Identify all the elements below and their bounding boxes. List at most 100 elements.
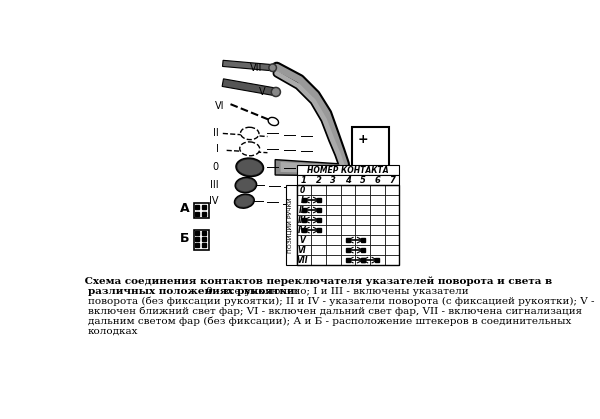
Bar	[311, 185, 326, 195]
Bar	[326, 185, 341, 195]
Bar	[311, 235, 326, 245]
Bar	[355, 195, 370, 205]
Bar	[341, 255, 355, 265]
Text: 0: 0	[299, 186, 305, 194]
Text: IV: IV	[298, 225, 307, 235]
Bar	[311, 225, 326, 235]
Bar	[297, 185, 308, 265]
Ellipse shape	[236, 179, 255, 191]
Bar	[326, 225, 341, 235]
Bar	[297, 215, 311, 225]
Bar	[326, 245, 341, 255]
Bar	[326, 255, 341, 265]
Circle shape	[273, 89, 279, 95]
Text: II: II	[299, 206, 305, 215]
Bar	[297, 245, 311, 255]
Bar	[297, 235, 311, 245]
Ellipse shape	[236, 158, 263, 176]
Text: 3302.3709100: 3302.3709100	[350, 181, 391, 186]
Bar	[355, 215, 370, 225]
Text: 0: 0	[213, 162, 219, 172]
Text: А: А	[179, 202, 189, 215]
Text: I: I	[216, 144, 219, 154]
Text: включен ближний свет фар; VI - включен дальний свет фар, VII - включена сигнализ: включен ближний свет фар; VI - включен д…	[88, 307, 582, 316]
Bar	[355, 225, 370, 235]
Bar	[385, 255, 399, 265]
Text: 6: 6	[374, 176, 380, 184]
Bar	[326, 195, 341, 205]
Bar	[194, 203, 209, 218]
Text: +: +	[358, 133, 368, 146]
Text: НОМЕР КОНТАКТА: НОМЕР КОНТАКТА	[307, 166, 389, 175]
Bar	[297, 185, 399, 265]
Bar	[385, 195, 399, 205]
Bar	[297, 225, 311, 235]
Text: Схема соединения контактов переключателя указателей поворота и света в: Схема соединения контактов переключателя…	[63, 277, 552, 286]
Bar	[385, 185, 399, 195]
Bar	[370, 245, 385, 255]
Circle shape	[271, 65, 275, 70]
Bar	[311, 215, 326, 225]
Text: V: V	[299, 235, 305, 245]
Text: различных положениях рукоятки:: различных положениях рукоятки:	[88, 287, 298, 296]
Circle shape	[271, 87, 281, 97]
Text: V: V	[259, 87, 265, 97]
Text: 7: 7	[389, 176, 395, 184]
Polygon shape	[275, 160, 354, 176]
Bar	[355, 235, 370, 245]
Bar	[297, 195, 311, 205]
Bar	[311, 195, 326, 205]
Text: дальним светом фар (без фиксации); А и Б - расположение штекеров в соединительны: дальним светом фар (без фиксации); А и Б…	[88, 317, 571, 326]
Bar	[326, 215, 341, 225]
Bar	[355, 185, 370, 195]
Text: Б: Б	[179, 233, 189, 246]
Text: VII: VII	[250, 63, 262, 73]
Ellipse shape	[238, 160, 262, 175]
Bar	[385, 245, 399, 255]
Ellipse shape	[240, 142, 260, 156]
Text: 0 - все выключено; I и III - включены указатели: 0 - все выключено; I и III - включены ук…	[203, 287, 469, 296]
Text: колодках: колодках	[88, 327, 139, 336]
Bar	[385, 215, 399, 225]
Text: VI: VI	[215, 101, 224, 111]
Text: II: II	[213, 129, 219, 138]
Ellipse shape	[241, 127, 259, 140]
Bar	[326, 235, 341, 245]
Bar	[370, 215, 385, 225]
Bar	[341, 235, 355, 245]
Text: 4: 4	[345, 176, 351, 184]
Bar	[297, 175, 399, 185]
Circle shape	[269, 64, 277, 72]
Bar	[311, 245, 326, 255]
Ellipse shape	[236, 196, 253, 207]
Text: ПОЗИЦИИ РУЧКИ: ПОЗИЦИИ РУЧКИ	[287, 197, 292, 253]
Bar	[341, 245, 355, 255]
Text: III: III	[211, 180, 219, 190]
Text: 3: 3	[331, 176, 336, 184]
Bar	[370, 185, 385, 195]
Text: поворота (без фиксации рукоятки); II и IV - указатели поворота (с фиксацией руко: поворота (без фиксации рукоятки); II и I…	[88, 297, 595, 306]
Bar	[370, 225, 385, 235]
Ellipse shape	[268, 117, 278, 126]
Text: 2: 2	[316, 176, 322, 184]
Bar	[385, 205, 399, 215]
Bar	[355, 255, 370, 265]
Bar	[370, 195, 385, 205]
Bar	[341, 215, 355, 225]
Bar	[375, 170, 389, 179]
Bar	[352, 127, 389, 170]
Text: VI: VI	[298, 246, 307, 255]
Bar	[385, 225, 399, 235]
Ellipse shape	[235, 194, 254, 208]
Bar	[194, 230, 209, 250]
Text: 1: 1	[301, 176, 307, 184]
Bar	[311, 255, 326, 265]
Bar	[341, 185, 355, 195]
Bar	[341, 225, 355, 235]
Polygon shape	[223, 60, 273, 71]
Polygon shape	[281, 162, 350, 173]
Bar	[355, 205, 370, 215]
Bar	[297, 185, 311, 195]
Text: VII: VII	[296, 256, 308, 265]
Bar	[326, 205, 341, 215]
